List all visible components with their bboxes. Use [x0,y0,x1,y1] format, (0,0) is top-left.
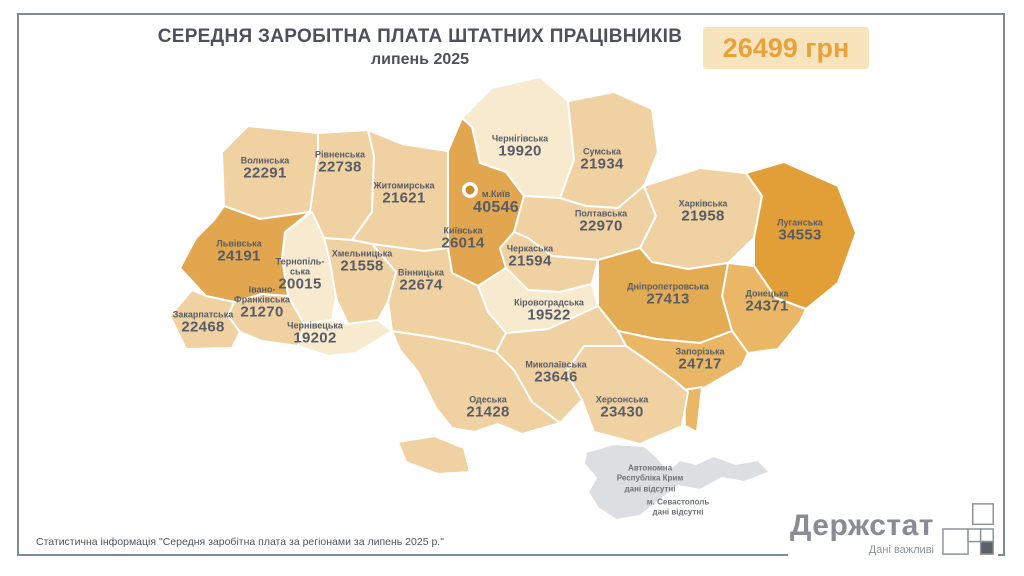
region-shape-kharkiv [639,167,763,270]
region-shape-zakarpattia [169,289,241,350]
logo-tagline: Дані важливі [868,544,934,556]
region-shape-crimea [583,443,771,521]
kyiv-city-marker [462,182,478,198]
source-footnote: Статистична інформація "Середня заробітн… [36,536,444,548]
slide-border-frame [17,13,1005,556]
page-subtitle: липень 2025 [370,51,470,68]
derzhstat-logo-mark-icon [942,503,994,555]
region-shape-odesa-budjak [397,435,471,475]
region-shape-chernivtsi [297,319,393,357]
derzhstat-logo: Держстат Дані важливі [788,500,998,558]
region-shape-volyn [221,125,319,220]
region-shape-vinnytsia [371,243,507,353]
header: СЕРЕДНЯ ЗАРОБІТНА ПЛАТА ШТАТНИХ ПРАЦІВНИ… [120,26,720,69]
page-title: СЕРЕДНЯ ЗАРОБІТНА ПЛАТА ШТАТНИХ ПРАЦІВНИ… [157,26,683,47]
logo-name: Держстат [790,509,934,542]
average-salary-badge: 26499 грн [703,27,869,69]
